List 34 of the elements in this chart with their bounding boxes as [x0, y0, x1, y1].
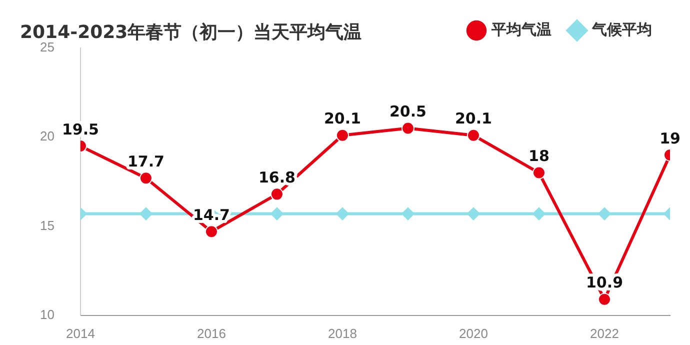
point	[598, 292, 611, 306]
x-tick-label: 2018	[328, 326, 357, 341]
point	[139, 172, 152, 185]
data-label: 20.5	[389, 102, 426, 121]
point	[466, 128, 480, 142]
data-label: 16.8	[258, 168, 296, 187]
data-label: 18	[528, 147, 550, 166]
point	[139, 207, 152, 220]
point	[401, 122, 414, 135]
x-tick-label: 2014	[66, 326, 95, 341]
x-tick-label: 2016	[197, 326, 226, 341]
point	[204, 225, 218, 238]
y-tick-label: 15	[40, 218, 54, 233]
y-tick-label: 10	[40, 306, 54, 322]
data-label: 14.7	[192, 206, 230, 224]
legend-label: 平均气温	[490, 20, 552, 38]
data-label: 20.1	[454, 110, 492, 128]
point	[532, 166, 546, 180]
point	[270, 207, 284, 220]
point	[270, 188, 284, 201]
x-tick-label: 2022	[590, 326, 619, 341]
point	[401, 207, 414, 220]
point	[336, 207, 349, 220]
point	[598, 207, 611, 220]
data-label: 17.7	[127, 152, 164, 171]
x-tick-label: 2020	[459, 326, 488, 341]
point	[532, 207, 546, 220]
data-label: 19.5	[62, 120, 99, 138]
data-label: 20.1	[324, 110, 361, 128]
legend-label: 气候平均	[591, 20, 652, 38]
data-label: 19	[660, 129, 680, 148]
y-tick-label: 20	[40, 128, 54, 144]
point	[466, 207, 480, 220]
point	[336, 128, 349, 142]
